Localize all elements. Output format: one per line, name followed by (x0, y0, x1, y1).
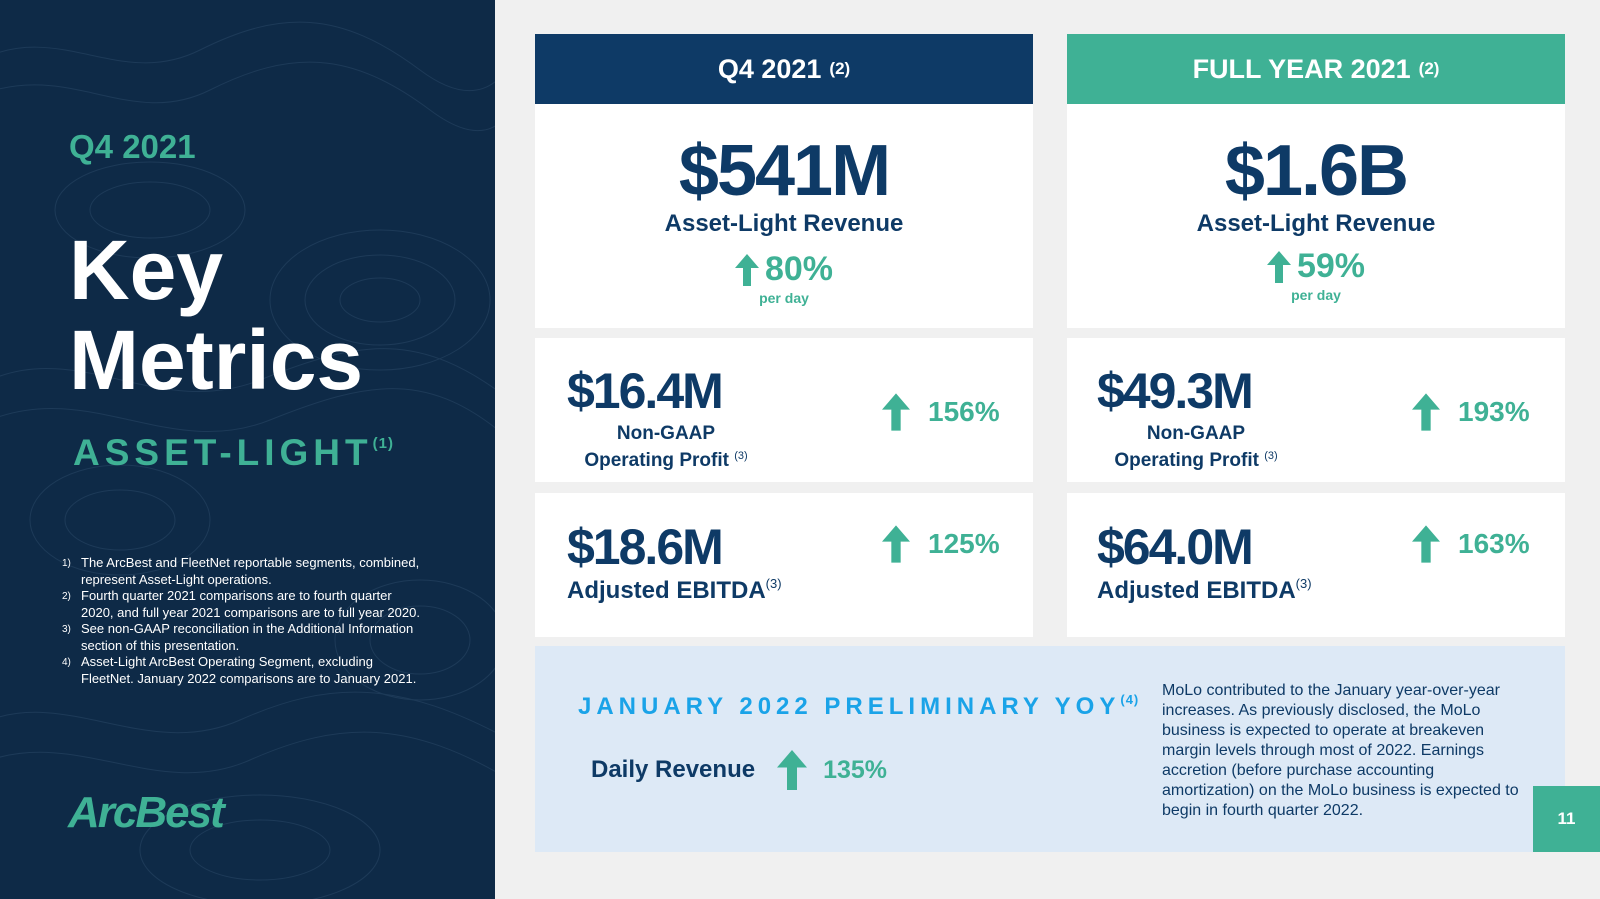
january-preliminary-panel: JANUARY 2022 PRELIMINARY YOY(4) Daily Re… (535, 646, 1565, 852)
q4-revenue-amount: $541M (678, 131, 891, 211)
q4-header-footnote-ref: (2) (829, 59, 851, 78)
fy-revenue-change: 59% (1067, 247, 1565, 286)
q4-ebitda-footnote-ref: (3) (765, 576, 782, 591)
left-panel: Q4 2021 Key Metrics ASSET-LIGHT(1) 1) The… (0, 0, 495, 899)
q4-revenue-per-day: per day (759, 290, 809, 306)
daily-revenue-metric: Daily Revenue 135% (591, 750, 887, 790)
footnote: 4) Asset-Light ArcBest Operating Segment,… (60, 654, 420, 687)
q4-ebitda-amount: $18.6M (567, 519, 724, 575)
fy-profit-footnote-ref: (3) (1264, 450, 1278, 462)
q4-ebitda-label-text: Adjusted EBITDA (567, 577, 766, 604)
fy-ebitda-amount: $64.0M (1097, 519, 1254, 575)
fy-revenue-per-day: per day (1291, 287, 1341, 303)
daily-revenue-change: 135% (823, 755, 888, 784)
fy-revenue-change-value: 59% (1296, 247, 1366, 285)
fy-profit-label-line2-wrap: Operating Profit (3) (1102, 445, 1290, 472)
up-arrow-icon (882, 525, 910, 563)
q4-ebitda-change: 125% (882, 524, 1000, 564)
fy-profit-change-value: 193% (1458, 396, 1530, 427)
title-line-2: Metrics (69, 313, 364, 407)
fy-profit-card: $49.3M Non-GAAP Operating Profit (3) 193… (1067, 338, 1565, 482)
up-arrow-icon (1412, 393, 1440, 431)
q4-profit-card: $16.4M Non-GAAP Operating Profit (3) 156… (535, 338, 1033, 482)
q4-profit-change-value: 156% (928, 396, 1000, 427)
period-eyebrow: Q4 2021 (69, 128, 196, 165)
footnote-text: The ArcBest and FleetNet reportable segm… (81, 555, 420, 587)
subtitle-footnote-ref: (1) (372, 435, 394, 452)
fy-ebitda-card: $64.0M Adjusted EBITDA(3) 163% (1067, 493, 1565, 637)
q4-header-text: Q4 2021 (717, 53, 822, 84)
footnote-text: Fourth quarter 2021 comparisons are to f… (81, 588, 420, 620)
footnote-number: 4) (62, 657, 71, 668)
january-title: JANUARY 2022 PRELIMINARY YOY(4) (578, 692, 1139, 721)
q4-profit-label-line2-wrap: Operating Profit (3) (572, 445, 760, 472)
january-title-text: JANUARY 2022 PRELIMINARY YOY (578, 693, 1121, 720)
up-arrow-icon (777, 750, 808, 790)
january-commentary: MoLo contributed to the January year-ove… (1162, 682, 1519, 819)
q4-header: Q4 2021 (2) (535, 34, 1033, 104)
fy-ebitda-footnote-ref: (3) (1295, 576, 1312, 591)
page-title: Key Metrics (69, 225, 363, 405)
q4-revenue-change: 80% (535, 250, 1033, 289)
q4-profit-label-line2: Operating Profit (584, 450, 729, 471)
fy-revenue-card: $1.6B Asset-Light Revenue 59% per day (1067, 104, 1565, 328)
arcbest-logo: ArcBest (68, 788, 225, 837)
fy-profit-change: 193% (1412, 392, 1530, 432)
q4-profit-label: Non-GAAP Operating Profit (3) (572, 422, 760, 472)
footnote: 2) Fourth quarter 2021 comparisons are to… (60, 588, 420, 621)
q4-profit-label-line1: Non-GAAP (616, 423, 716, 444)
fy-header-footnote-ref: (2) (1418, 59, 1440, 78)
footnote-number: 1) (62, 558, 71, 569)
fy-ebitda-change-value: 163% (1458, 528, 1530, 559)
fy-profit-label-line2: Operating Profit (1114, 450, 1259, 471)
segment-subtitle: ASSET-LIGHT(1) (73, 432, 394, 474)
q4-profit-amount: $16.4M (567, 363, 724, 419)
q4-revenue-label: Asset-Light Revenue (664, 210, 904, 237)
up-arrow-icon (1266, 250, 1291, 283)
fy-header: FULL YEAR 2021 (2) (1067, 34, 1565, 104)
fy-ebitda-label: Adjusted EBITDA(3) (1097, 576, 1312, 605)
fy-ebitda-change: 163% (1412, 524, 1530, 564)
up-arrow-icon (882, 393, 910, 431)
fy-profit-label: Non-GAAP Operating Profit (3) (1102, 422, 1290, 472)
footnotes: 1) The ArcBest and FleetNet reportable se… (60, 555, 420, 687)
q4-revenue-change-value: 80% (764, 250, 834, 288)
footnote-number: 2) (62, 591, 71, 602)
title-line-1: Key (69, 223, 224, 317)
fy-header-text: FULL YEAR 2021 (1192, 53, 1411, 84)
subtitle-text: ASSET-LIGHT (73, 432, 373, 473)
topographic-pattern (0, 21, 495, 899)
fy-ebitda-label-text: Adjusted EBITDA (1097, 577, 1296, 604)
footnote-number: 3) (62, 624, 71, 635)
q4-ebitda-label: Adjusted EBITDA(3) (567, 576, 782, 605)
footnote-text: Asset-Light ArcBest Operating Segment, e… (81, 654, 417, 686)
footnote: 3) See non-GAAP reconciliation in the Add… (60, 621, 420, 654)
fy-profit-amount: $49.3M (1097, 363, 1254, 419)
q4-profit-footnote-ref: (3) (734, 450, 748, 462)
fy-profit-label-line1: Non-GAAP (1146, 423, 1246, 444)
page-number: 11 (1533, 786, 1600, 852)
fy-revenue-amount: $1.6B (1224, 131, 1409, 211)
up-arrow-icon (1412, 525, 1440, 563)
q4-profit-change: 156% (882, 392, 1000, 432)
up-arrow-icon (734, 253, 759, 286)
january-footnote-ref: (4) (1120, 692, 1140, 707)
footnote-text: See non-GAAP reconciliation in the Addit… (81, 621, 414, 653)
q4-ebitda-change-value: 125% (928, 528, 1000, 559)
fy-revenue-label: Asset-Light Revenue (1196, 210, 1436, 237)
daily-revenue-label: Daily Revenue (591, 756, 756, 783)
q4-revenue-card: $541M Asset-Light Revenue 80% per day (535, 104, 1033, 328)
q4-ebitda-card: $18.6M Adjusted EBITDA(3) 125% (535, 493, 1033, 637)
footnote: 1) The ArcBest and FleetNet reportable se… (60, 555, 420, 588)
